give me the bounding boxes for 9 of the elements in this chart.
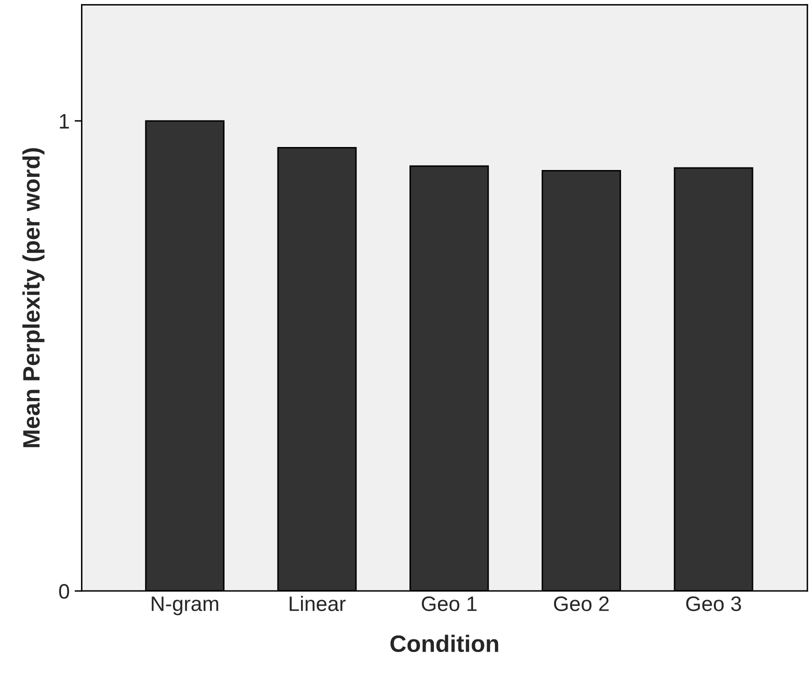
- y-tick-label: 1: [60, 114, 69, 128]
- x-tick-label: Linear: [290, 596, 346, 612]
- y-tick-label: 0: [59, 584, 70, 599]
- x-tick-label: Geo 3: [686, 596, 741, 612]
- x-tick-label: N-gram: [152, 596, 218, 616]
- x-axis-title: Condition: [390, 634, 498, 652]
- y-axis-title: Mean Perplexity (per word): [22, 148, 44, 448]
- x-tick-label: Geo 1: [422, 596, 477, 612]
- x-tick-label: Geo 2: [554, 596, 609, 612]
